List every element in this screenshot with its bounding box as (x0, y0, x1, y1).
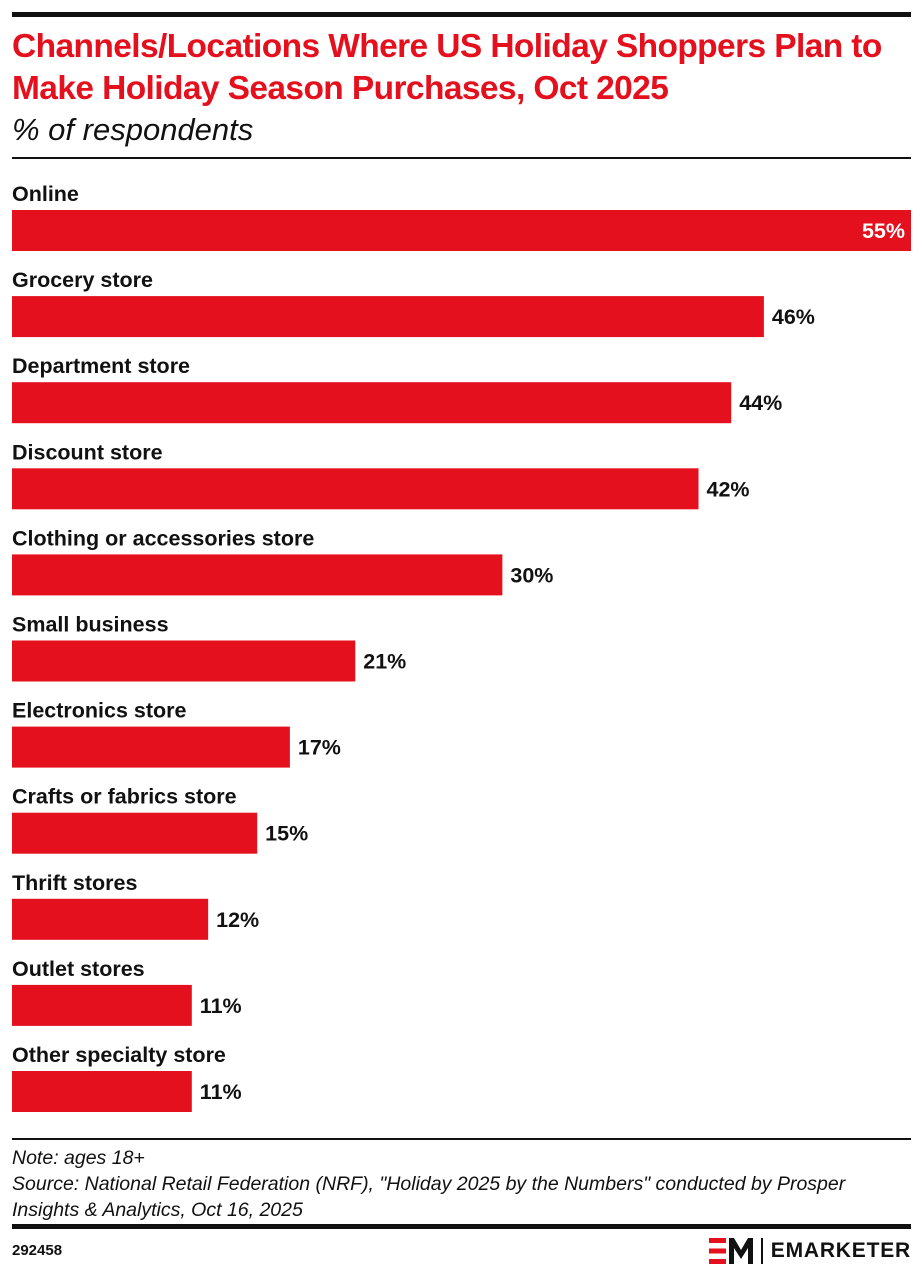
chart-subtitle: % of respondents (12, 112, 254, 147)
value-label: 44% (739, 391, 782, 415)
value-label: 46% (772, 305, 815, 329)
bar (12, 726, 290, 768)
value-label: 55% (862, 219, 905, 243)
value-label: 12% (216, 908, 259, 932)
value-label: 42% (707, 477, 750, 501)
note-text: Note: ages 18+ (12, 1147, 145, 1169)
em-logo-icon (708, 1238, 753, 1264)
top-rule (12, 12, 911, 17)
category-label: Outlet stores (12, 957, 145, 981)
category-label: Crafts or fabrics store (12, 785, 237, 809)
bar (12, 812, 258, 854)
category-label: Online (12, 182, 79, 206)
bar (12, 382, 732, 424)
footer-divider (12, 1138, 911, 1140)
category-label: Department store (12, 354, 190, 378)
bottom-rule (12, 1224, 911, 1229)
bar (12, 554, 503, 596)
category-label: Electronics store (12, 699, 186, 723)
bar (12, 296, 764, 338)
bar (12, 898, 209, 940)
brand-divider (760, 1238, 763, 1264)
bar (12, 468, 699, 510)
value-label: 11% (200, 994, 242, 1018)
category-label: Grocery store (12, 268, 153, 292)
bar (12, 984, 192, 1026)
category-label: Discount store (12, 440, 163, 464)
chart-id: 292458 (12, 1242, 63, 1259)
value-label: 17% (298, 736, 341, 760)
value-label: 11% (200, 1080, 242, 1104)
chart-title: Channels/Locations Where US Holiday Shop… (12, 28, 882, 107)
category-label: Small business (12, 613, 169, 637)
category-label: Other specialty store (12, 1043, 226, 1067)
source-text: Source: National Retail Federation (NRF)… (12, 1173, 846, 1221)
value-label: 30% (510, 563, 553, 587)
bar (12, 210, 911, 251)
value-label: 15% (265, 822, 308, 846)
bar (12, 1071, 192, 1112)
bar (12, 640, 356, 682)
header-divider (12, 157, 911, 159)
value-label: 21% (363, 650, 406, 674)
chart-notes: Note: ages 18+ Source: National Retail F… (12, 1145, 911, 1223)
category-label: Thrift stores (12, 871, 137, 895)
brand-logo: EMARKETER (708, 1236, 911, 1266)
brand-name: EMARKETER (770, 1239, 911, 1262)
category-label: Clothing or accessories store (12, 526, 314, 550)
